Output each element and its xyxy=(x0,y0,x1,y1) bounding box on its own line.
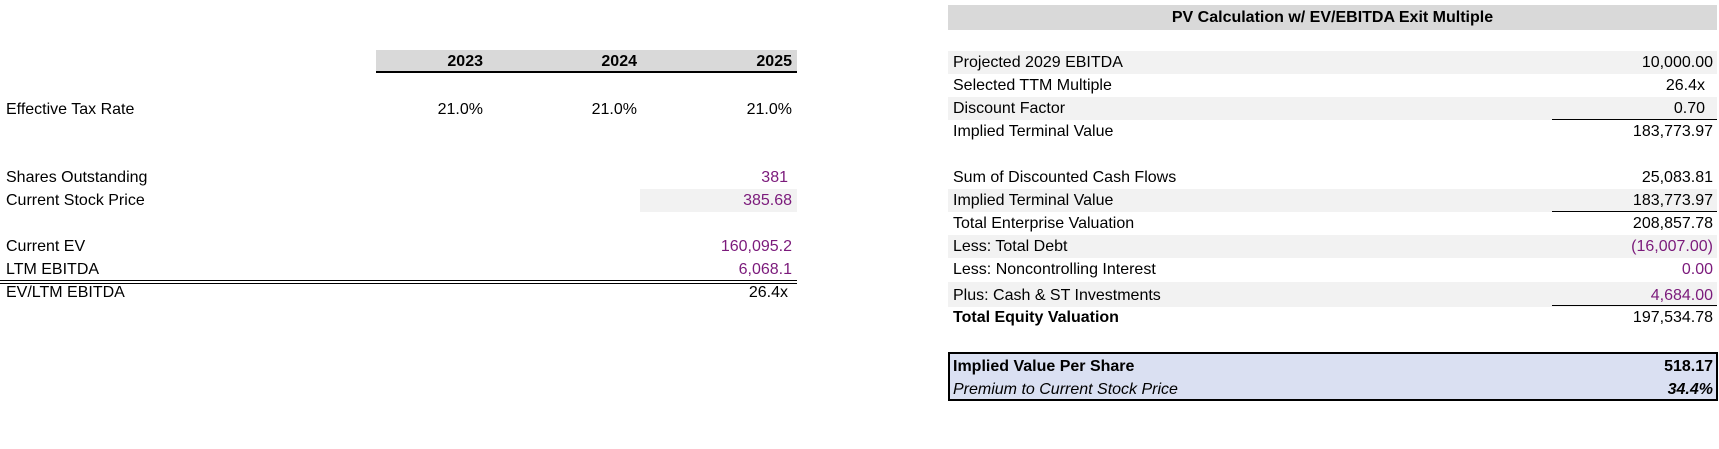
year-2025: 2025 xyxy=(756,53,792,70)
double-rule xyxy=(0,280,797,284)
pv-row-label: Total Equity Valuation xyxy=(953,309,1119,326)
shares-outstanding-value[interactable]: 381 xyxy=(761,169,788,186)
pv-row-label: Total Enterprise Valuation xyxy=(953,215,1135,232)
row-band xyxy=(948,51,1717,74)
pv-title: PV Calculation w/ EV/EBITDA Exit Multipl… xyxy=(948,5,1717,30)
summary-box xyxy=(948,352,1718,401)
pv-row-value: 25,083.81 xyxy=(1641,169,1713,186)
pv-row-label: Sum of Discounted Cash Flows xyxy=(953,169,1177,186)
tax-rate-2024: 21.0% xyxy=(591,101,637,118)
pv-row-value[interactable]: 0.00 xyxy=(1681,261,1713,278)
pv-row-label: Implied Terminal Value xyxy=(953,192,1114,209)
year-header xyxy=(376,50,797,73)
label-ltm-ebitda: LTM EBITDA xyxy=(6,261,100,278)
row-band xyxy=(948,235,1717,258)
label-effective-tax-rate: Effective Tax Rate xyxy=(6,101,135,118)
label-current-ev: Current EV xyxy=(6,238,86,255)
pv-row-value[interactable]: (16,007.00) xyxy=(1631,238,1713,255)
ltm-ebitda-value[interactable]: 6,068.1 xyxy=(738,261,792,278)
pv-row-value: 197,534.78 xyxy=(1632,309,1713,326)
pv-row-value: 26.4x xyxy=(1665,77,1705,94)
label-implied-value-per-share: Implied Value Per Share xyxy=(953,358,1135,375)
pv-row-label: Implied Terminal Value xyxy=(953,123,1114,140)
tax-rate-2025: 21.0% xyxy=(746,101,792,118)
premium-value: 34.4% xyxy=(1667,381,1713,398)
row-band xyxy=(948,97,1717,120)
pv-row-label: Discount Factor xyxy=(953,100,1066,117)
pv-row-value[interactable]: 4,684.00 xyxy=(1650,287,1713,304)
pv-row-value: 0.70 xyxy=(1673,100,1705,117)
tax-rate-2023: 21.0% xyxy=(437,101,483,118)
implied-value-per-share-value: 518.17 xyxy=(1664,358,1713,375)
underline-rule xyxy=(1552,305,1717,306)
label-shares-outstanding: Shares Outstanding xyxy=(6,169,148,186)
year-2024: 2024 xyxy=(601,53,637,70)
pv-row-label: Plus: Cash & ST Investments xyxy=(953,287,1161,304)
current-stock-price-value[interactable]: 385.68 xyxy=(640,189,797,212)
underline-rule xyxy=(1552,211,1717,212)
row-band xyxy=(948,189,1717,212)
label-ev-ltm-ebitda: EV/LTM EBITDA xyxy=(6,284,125,301)
pv-row-value: 10,000.00 xyxy=(1641,54,1713,71)
pv-row-label: Less: Noncontrolling Interest xyxy=(953,261,1156,278)
year-2023: 2023 xyxy=(447,53,483,70)
pv-row-label: Selected TTM Multiple xyxy=(953,77,1112,94)
pv-row-label: Less: Total Debt xyxy=(953,238,1068,255)
label-current-stock-price: Current Stock Price xyxy=(6,192,145,209)
underline-rule xyxy=(1552,119,1717,120)
pv-row-value: 183,773.97 xyxy=(1632,192,1713,209)
ev-ltm-ebitda-value: 26.4x xyxy=(748,284,788,301)
pv-row-label: Projected 2029 EBITDA xyxy=(953,54,1123,71)
current-ev-value[interactable]: 160,095.2 xyxy=(720,238,792,255)
label-premium: Premium to Current Stock Price xyxy=(953,381,1178,398)
pv-row-value: 183,773.97 xyxy=(1632,123,1713,140)
pv-row-value: 208,857.78 xyxy=(1632,215,1713,232)
row-band xyxy=(948,282,1717,307)
